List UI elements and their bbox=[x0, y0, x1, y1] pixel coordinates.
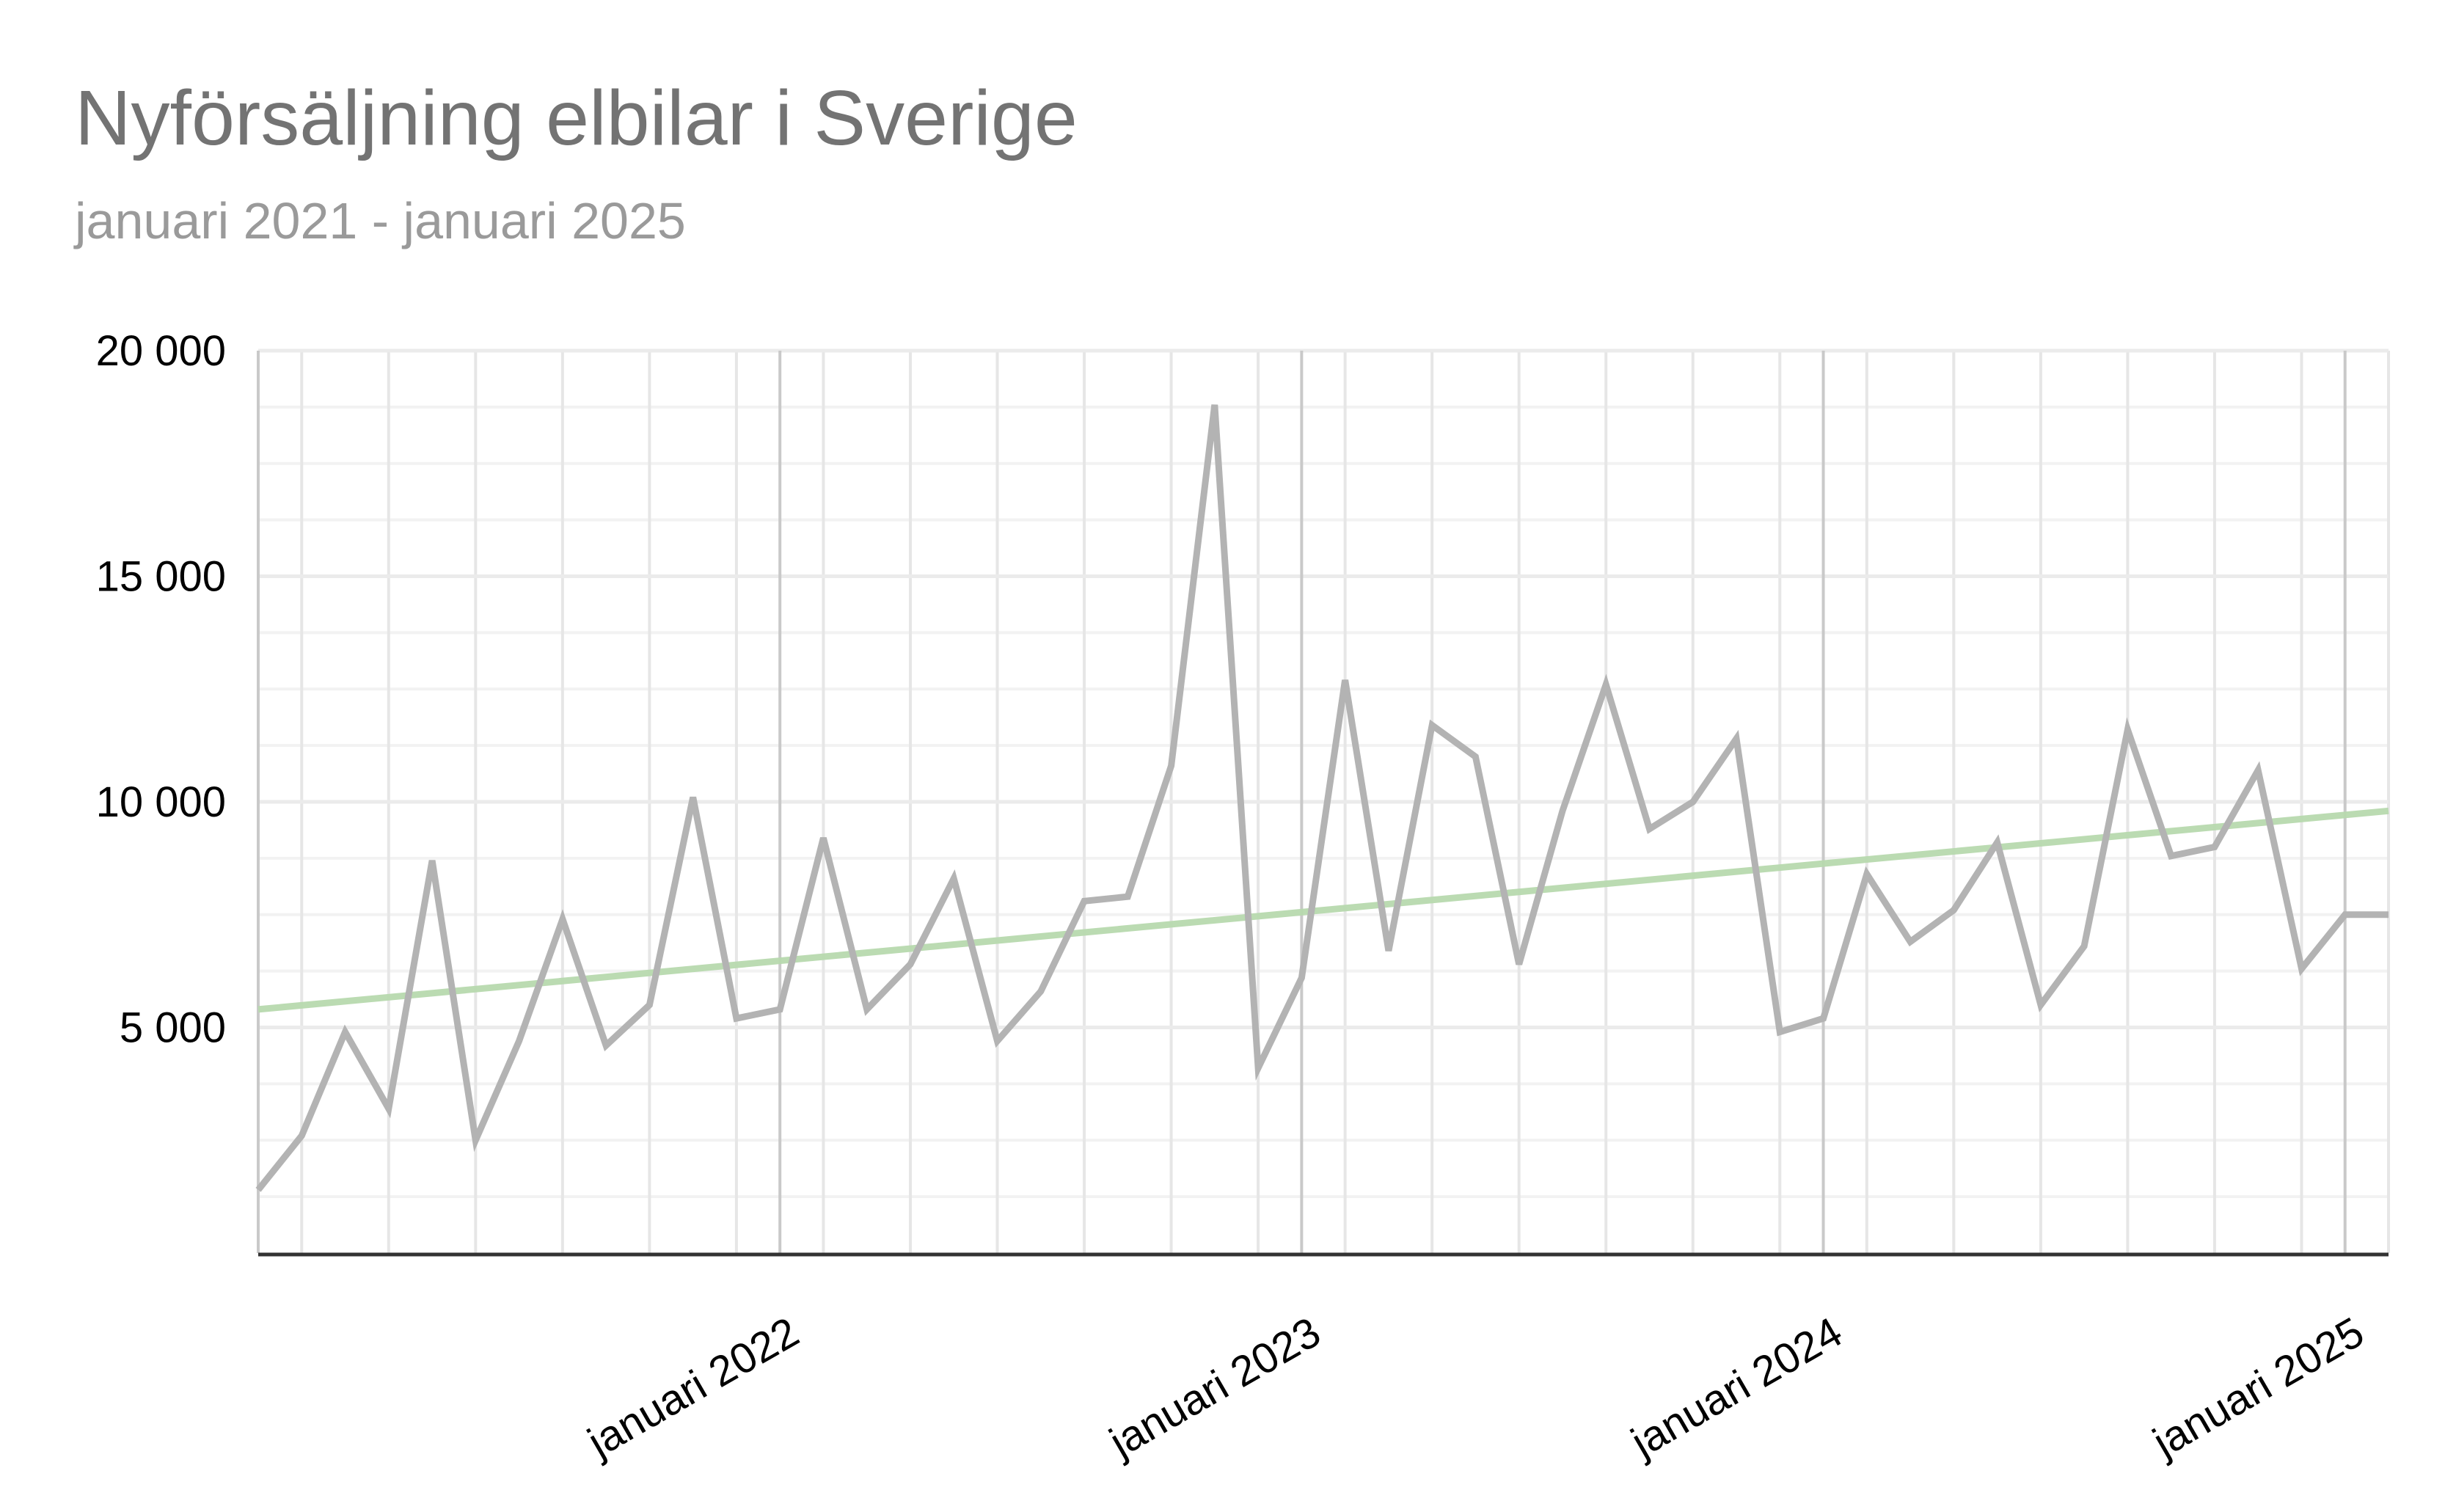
chart-subtitle: januari 2021 - januari 2025 bbox=[75, 192, 686, 249]
x-tick-label: januari 2023 bbox=[1100, 1308, 1329, 1467]
series-layer bbox=[255, 404, 2389, 1192]
x-tick-label: januari 2024 bbox=[1622, 1308, 1850, 1467]
y-tick-label: 10 000 bbox=[96, 778, 226, 826]
minor-gridlines bbox=[258, 351, 2390, 1253]
chart-title: Nyförsäljning elbilar i Sverige bbox=[75, 75, 1078, 161]
y-tick-label: 5 000 bbox=[120, 1004, 226, 1052]
x-tick-label: januari 2025 bbox=[2144, 1308, 2372, 1467]
y-axis-tick-labels: 5 000 10 000 15 000 20 000 bbox=[96, 327, 226, 1052]
major-gridlines bbox=[257, 348, 2389, 1253]
x-tick-label: januari 2022 bbox=[579, 1308, 807, 1467]
y-tick-label: 20 000 bbox=[96, 327, 226, 375]
trend-line bbox=[257, 807, 2389, 1013]
sales-line bbox=[255, 404, 2389, 1192]
y-tick-label: 15 000 bbox=[96, 553, 226, 601]
x-axis-tick-labels: januari 2022 januari 2023 januari 2024 janu… bbox=[579, 1308, 2372, 1467]
